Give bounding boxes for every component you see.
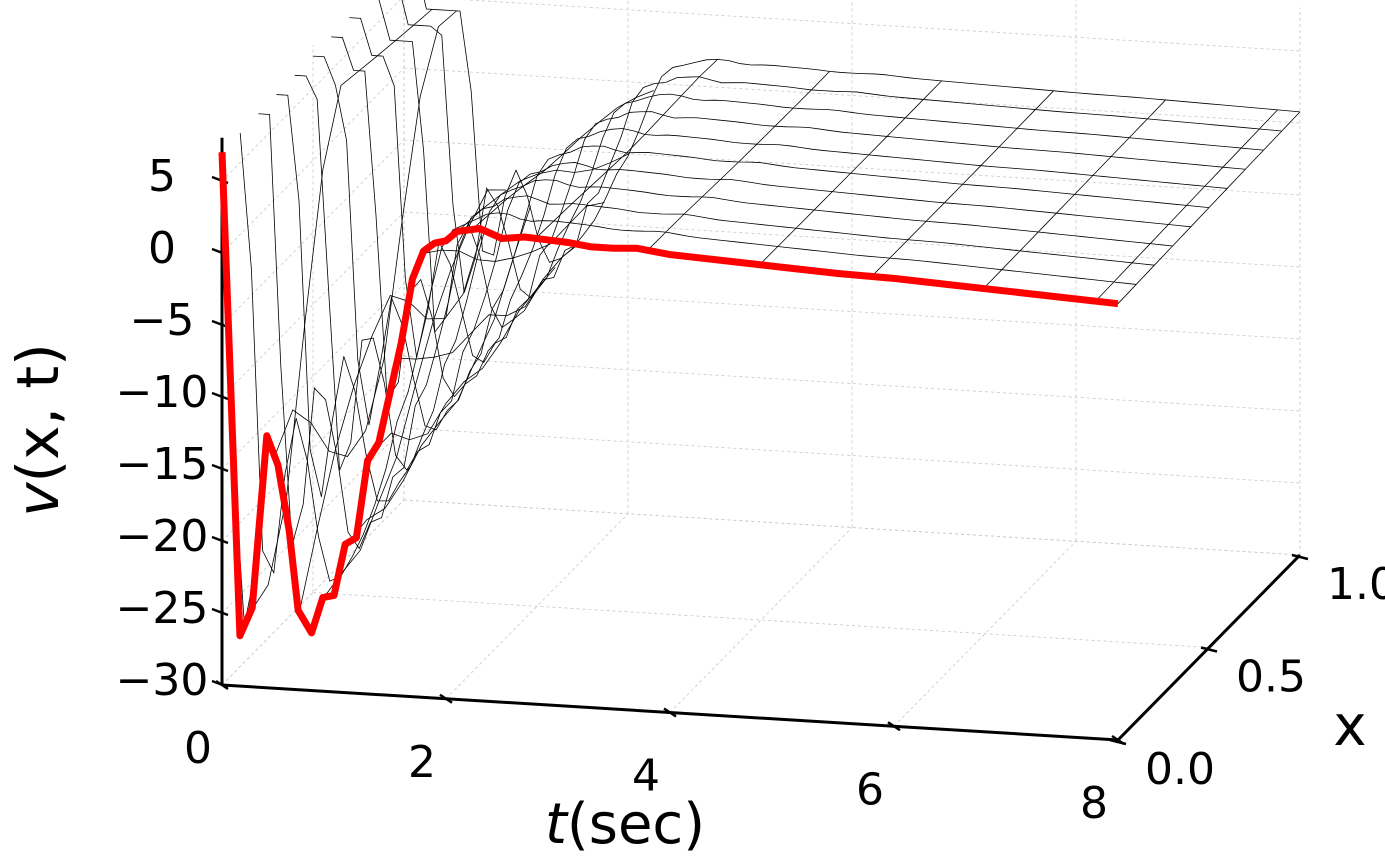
grid-floor-t (893, 540, 1077, 727)
surface-line-x (372, 267, 556, 452)
z-tick-mark (211, 679, 229, 689)
x-tick-label: 2 (408, 737, 436, 788)
surface-line-x (983, 99, 1166, 289)
z-tick-label: 0 (148, 223, 176, 274)
grid-left-z (221, 355, 405, 542)
z-tick-label: −10 (116, 367, 209, 418)
surface-line-x (348, 205, 531, 543)
grid-floor-t (669, 527, 853, 713)
z-tick-label: −15 (116, 439, 209, 490)
grid-floor-t (445, 513, 629, 700)
grid-left-z (221, 0, 401, 182)
y-tick-label: 0.5 (1236, 652, 1306, 703)
surface-line-x (471, 90, 654, 230)
grid-left-z (221, 67, 405, 254)
surface-line-t (331, 36, 1228, 401)
y-tick-mark (1200, 646, 1218, 653)
x-axis-title: t(sec) (545, 792, 705, 857)
z-tick-label: −20 (116, 511, 209, 562)
x-axis-title-unit: (sec) (567, 792, 705, 857)
grid-floor-x (312, 592, 1210, 648)
surface-line-t (378, 0, 1264, 334)
surface-line-t (294, 74, 1191, 471)
grid-back-z (462, 0, 1301, 52)
y-tick-mark (1109, 738, 1127, 746)
y-tick-label: 0.0 (1145, 744, 1215, 795)
x-axis-title-var: t (545, 792, 569, 857)
surface-line-x (274, 10, 457, 457)
z-tick-mark (211, 463, 229, 473)
surface-line-t (349, 17, 1246, 364)
surface-line-x (422, 202, 605, 262)
surface-line-x (1095, 109, 1278, 302)
y-tick-mark (1291, 553, 1309, 561)
grid-left-z (221, 211, 405, 398)
x-tick-label: 6 (856, 764, 884, 815)
surface-line-t (401, 0, 1282, 300)
x-tick-mark (663, 707, 677, 718)
z-tick-label: −5 (130, 295, 195, 346)
x-tick-label: 4 (632, 751, 660, 802)
z-tick-label: −25 (116, 583, 209, 634)
x-tick-label: 0 (184, 723, 212, 774)
surface-line-t (258, 113, 1155, 550)
x-tick-mark (439, 693, 453, 704)
surface-line-x (1117, 111, 1301, 304)
surface-line-x (535, 59, 718, 239)
z-tick-label: 5 (148, 151, 176, 202)
surface-line-x (647, 71, 830, 251)
z-axis-title-args: (x, t) (4, 343, 72, 482)
grid-left-z (221, 283, 405, 470)
z-tick-label: −30 (116, 655, 209, 706)
z-axis-title-func: v (4, 481, 72, 517)
surface-line-x (397, 242, 581, 360)
surface-line-t (276, 94, 1173, 502)
surface-line-x (446, 153, 630, 241)
surface-line-x (249, 9, 433, 613)
surface-mesh (221, 0, 1301, 634)
y-axis-title: x (1333, 694, 1366, 759)
grid-layer (221, 0, 1301, 741)
surface-line-t (239, 132, 1137, 582)
y-axis-line (1116, 553, 1302, 742)
highlight-layer (218, 152, 1119, 640)
surface-line-x (759, 80, 942, 265)
surface-line-x (871, 90, 1054, 277)
grid-left-z (221, 499, 405, 686)
surface-line-x (298, 234, 482, 613)
z-tick-mark (211, 535, 229, 545)
z-tick-mark (211, 391, 229, 401)
z-tick-mark (211, 607, 229, 617)
axes-layer (211, 137, 1309, 746)
z-axis-title: v(x, t) (4, 343, 72, 517)
x-tick-label: 8 (1080, 778, 1108, 829)
y-tick-label: 1.0 (1327, 559, 1385, 610)
surface-line-t (423, 0, 1301, 263)
highlight-line (218, 152, 1119, 640)
x-tick-mark (887, 721, 901, 732)
labels-layer: 0 2 4 6 8 0.0 0.5 1.0 −30 −25 −20 −15 −10 −5 0 5 (116, 151, 1385, 829)
surface-line-x (323, 189, 506, 598)
